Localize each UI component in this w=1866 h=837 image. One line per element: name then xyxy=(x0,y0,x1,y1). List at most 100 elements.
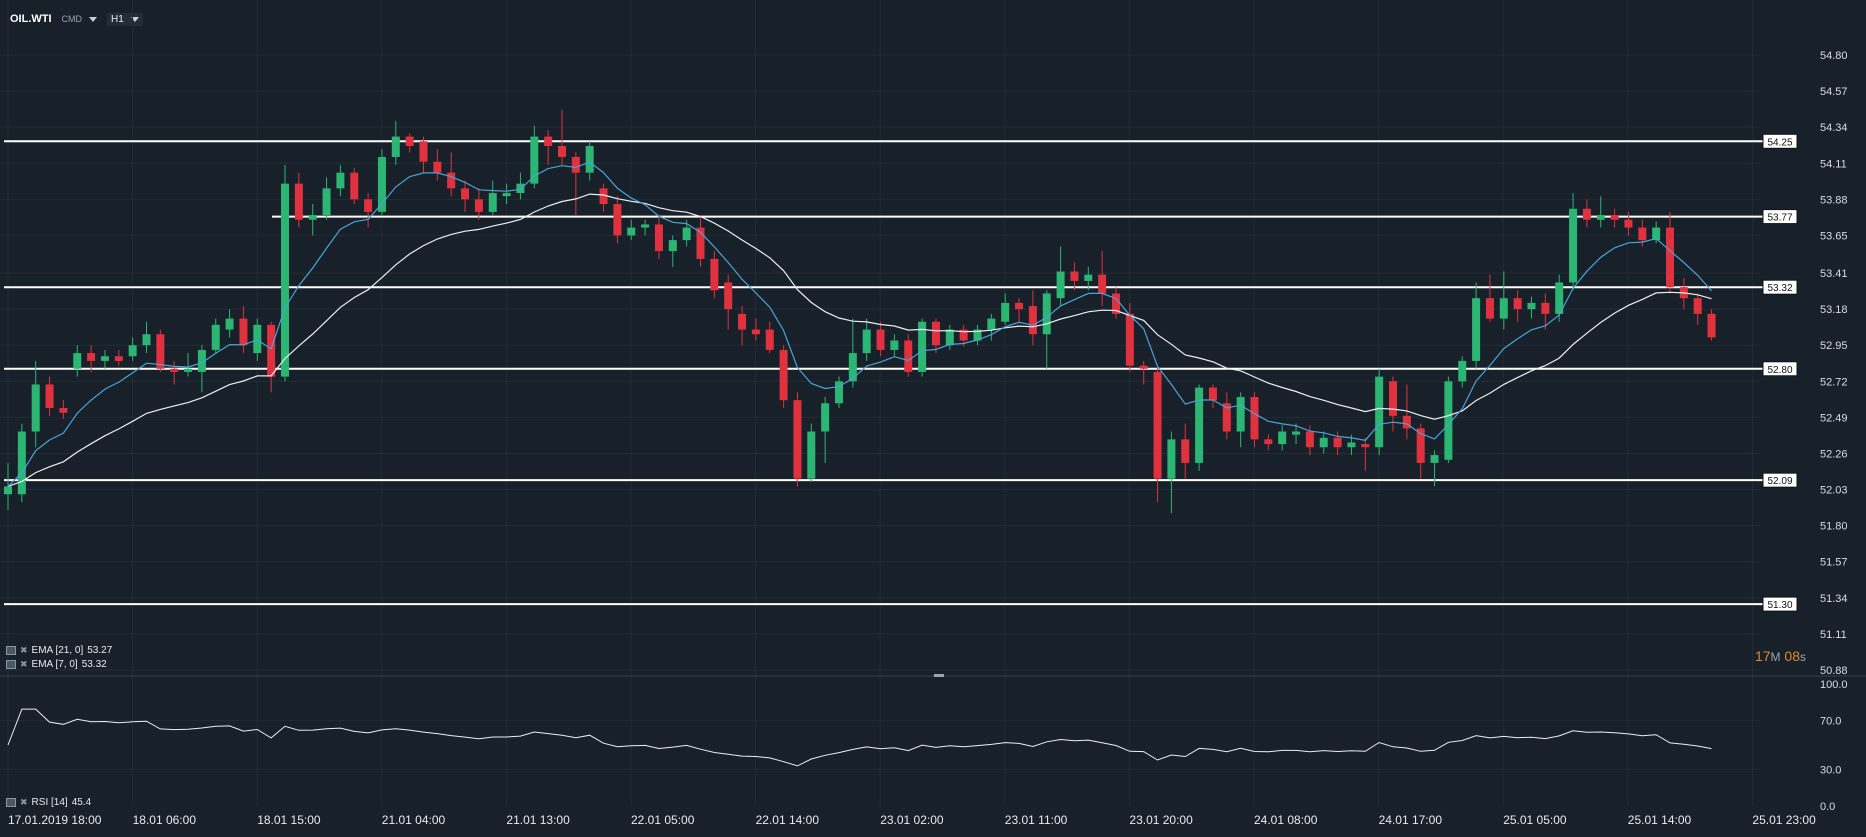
candle[interactable] xyxy=(1596,196,1605,228)
candle[interactable] xyxy=(1375,368,1384,456)
candle[interactable] xyxy=(1541,293,1550,330)
candle[interactable] xyxy=(1292,423,1301,445)
candle[interactable] xyxy=(1333,431,1342,456)
timeframe-dropdown[interactable]: H1 xyxy=(107,12,143,26)
candle[interactable] xyxy=(433,149,442,181)
candle[interactable] xyxy=(225,309,234,338)
candle[interactable] xyxy=(1070,262,1079,291)
candle[interactable] xyxy=(211,318,220,354)
candle[interactable] xyxy=(1319,431,1328,454)
candle[interactable] xyxy=(987,313,996,341)
candle[interactable] xyxy=(197,345,206,393)
rsi-legend[interactable]: ✖ RSI [14] 45.4 xyxy=(6,797,91,808)
candle[interactable] xyxy=(835,376,843,408)
ema7-legend[interactable]: ✖ EMA [7, 0] 53.32 xyxy=(6,659,107,670)
candle[interactable] xyxy=(558,109,566,165)
candle[interactable] xyxy=(1513,290,1522,322)
candle[interactable] xyxy=(1499,271,1508,330)
candle[interactable] xyxy=(1084,266,1093,291)
candle[interactable] xyxy=(1707,309,1716,341)
candle[interactable] xyxy=(461,180,470,212)
candle[interactable] xyxy=(1402,384,1411,440)
candle[interactable] xyxy=(1042,290,1051,369)
candle[interactable] xyxy=(1098,251,1107,307)
candle[interactable] xyxy=(613,196,622,244)
candle[interactable] xyxy=(447,152,456,197)
candle[interactable] xyxy=(1527,296,1536,319)
candle[interactable] xyxy=(31,360,40,448)
candle[interactable] xyxy=(322,177,331,220)
candle[interactable] xyxy=(668,235,677,267)
symbol-label[interactable]: OIL.WTI xyxy=(10,13,52,25)
candle[interactable] xyxy=(170,360,179,385)
candle[interactable] xyxy=(1222,392,1231,440)
candle[interactable] xyxy=(59,400,68,419)
candle[interactable] xyxy=(4,462,12,510)
candle[interactable] xyxy=(364,193,373,228)
candle[interactable] xyxy=(405,133,414,153)
candle[interactable] xyxy=(1652,221,1661,244)
candle[interactable] xyxy=(516,172,525,200)
candle[interactable] xyxy=(100,349,109,369)
candle[interactable] xyxy=(1056,246,1065,307)
candle[interactable] xyxy=(918,318,927,377)
candle[interactable] xyxy=(1015,298,1024,322)
candle[interactable] xyxy=(128,337,137,361)
candle[interactable] xyxy=(1236,392,1245,448)
candle[interactable] xyxy=(1181,423,1190,479)
candle[interactable] xyxy=(474,188,483,220)
candle[interactable] xyxy=(419,136,428,173)
candle[interactable] xyxy=(239,306,248,354)
close-icon[interactable]: ✖ xyxy=(20,645,28,655)
candle[interactable] xyxy=(87,345,96,372)
candle[interactable] xyxy=(1001,293,1010,325)
pane-resize-handle[interactable] xyxy=(934,674,944,677)
settings-icon[interactable] xyxy=(6,798,16,807)
candle[interactable] xyxy=(1305,425,1314,456)
candle[interactable] xyxy=(544,130,553,165)
candle[interactable] xyxy=(1195,384,1204,471)
candle[interactable] xyxy=(1389,376,1397,432)
candle[interactable] xyxy=(724,274,733,330)
ema21-legend[interactable]: ✖ EMA [21, 0] 53.27 xyxy=(6,645,112,656)
candle[interactable] xyxy=(184,353,193,377)
candle[interactable] xyxy=(696,215,705,267)
candle[interactable] xyxy=(793,392,802,487)
candle[interactable] xyxy=(641,219,650,236)
close-icon[interactable]: ✖ xyxy=(20,659,28,669)
candle[interactable] xyxy=(1485,274,1494,322)
candle[interactable] xyxy=(308,204,317,236)
candle[interactable] xyxy=(142,321,151,354)
candle[interactable] xyxy=(848,318,857,388)
candle[interactable] xyxy=(336,164,345,197)
candle[interactable] xyxy=(1472,282,1481,369)
candle[interactable] xyxy=(1361,437,1370,471)
close-icon[interactable]: ✖ xyxy=(20,797,28,807)
candle[interactable] xyxy=(571,152,580,216)
candle[interactable] xyxy=(1610,208,1619,228)
candle[interactable] xyxy=(654,215,663,259)
candle[interactable] xyxy=(530,125,539,189)
candle[interactable] xyxy=(751,318,760,341)
candle[interactable] xyxy=(1458,356,1467,388)
candle[interactable] xyxy=(904,334,913,377)
candle[interactable] xyxy=(1624,211,1633,236)
candle[interactable] xyxy=(890,334,899,357)
candle[interactable] xyxy=(1153,365,1162,503)
candle[interactable] xyxy=(973,324,982,346)
candle[interactable] xyxy=(765,321,774,354)
candle[interactable] xyxy=(710,251,719,299)
candle[interactable] xyxy=(377,149,386,216)
candle[interactable] xyxy=(1167,431,1176,514)
candle[interactable] xyxy=(599,183,608,212)
candle[interactable] xyxy=(1264,434,1273,451)
candle[interactable] xyxy=(1208,384,1217,408)
candle[interactable] xyxy=(488,180,497,216)
candle[interactable] xyxy=(114,349,123,366)
candle[interactable] xyxy=(350,167,359,205)
candle[interactable] xyxy=(1139,360,1148,385)
candle[interactable] xyxy=(281,164,289,382)
candle[interactable] xyxy=(1125,302,1134,372)
candle[interactable] xyxy=(821,397,830,463)
candle[interactable] xyxy=(1582,199,1591,228)
